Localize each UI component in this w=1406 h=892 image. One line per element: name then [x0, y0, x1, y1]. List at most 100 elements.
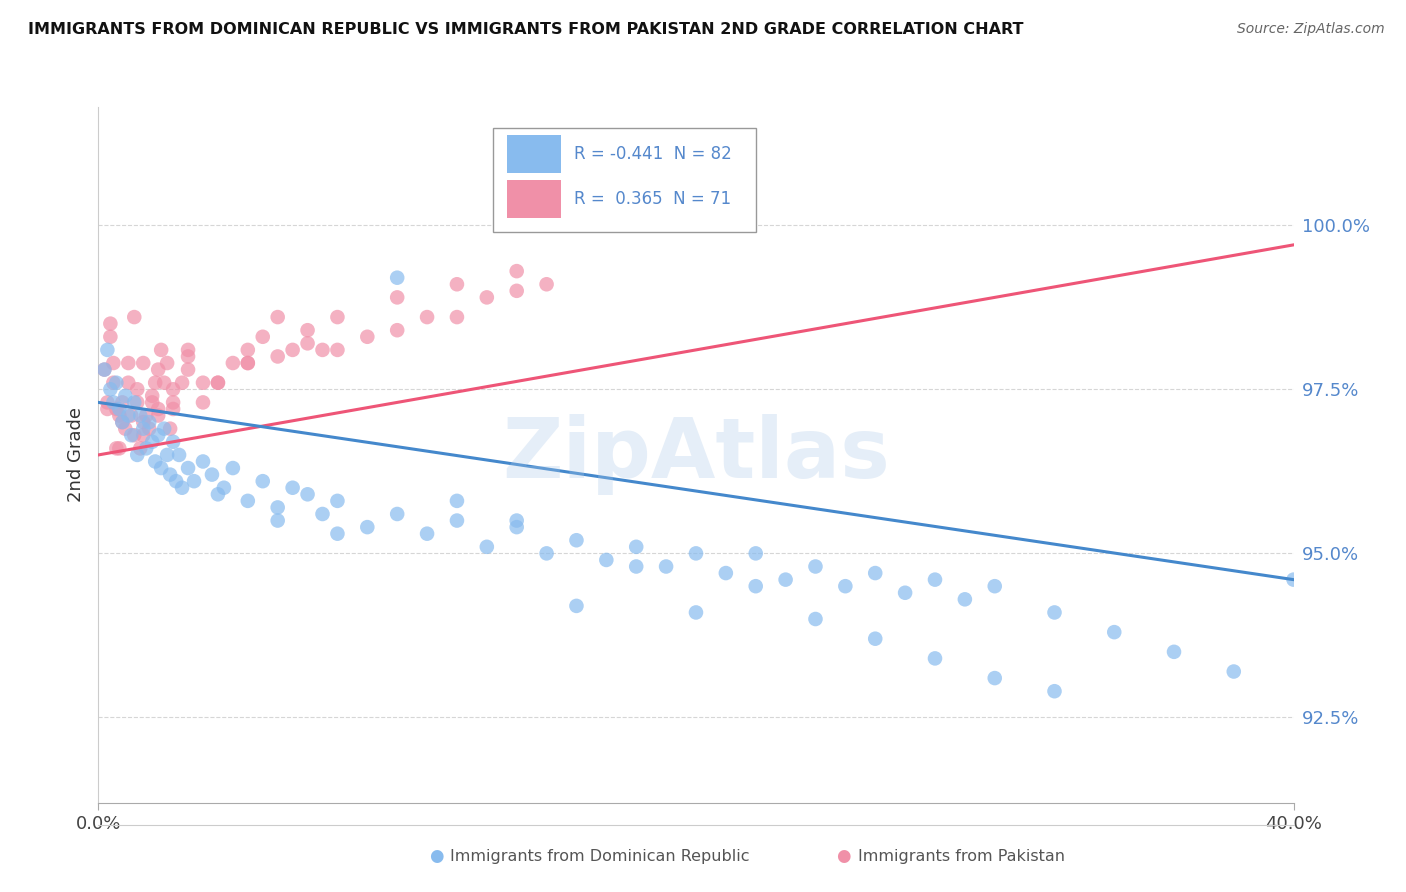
Point [165, 474, 187, 488]
Point [124, 395, 146, 409]
Point [212, 481, 235, 495]
Point [222, 461, 245, 475]
Point [111, 395, 134, 409]
Point [297, 336, 319, 351]
Point [267, 350, 290, 364]
Point [162, 434, 184, 449]
Point [162, 382, 184, 396]
Point [267, 514, 290, 528]
Point [685, 606, 707, 620]
Point [148, 428, 170, 442]
Point [236, 343, 259, 357]
Point [385, 290, 409, 304]
Point [236, 356, 259, 370]
Point [1222, 665, 1246, 679]
Point [159, 422, 181, 436]
Point [894, 586, 917, 600]
Point [356, 520, 378, 534]
Point [124, 310, 146, 324]
Point [385, 323, 409, 337]
Point [236, 494, 259, 508]
Point [416, 310, 439, 324]
Point [156, 448, 179, 462]
Point [745, 579, 768, 593]
Point [506, 520, 529, 534]
Point [105, 401, 128, 416]
Point [114, 422, 136, 436]
FancyBboxPatch shape [508, 180, 561, 218]
Point [117, 376, 139, 390]
Point [108, 442, 131, 456]
Y-axis label: 2nd Grade: 2nd Grade [66, 408, 84, 502]
Point [141, 395, 163, 409]
Point [326, 494, 349, 508]
Point [172, 481, 194, 495]
Point [536, 546, 558, 560]
Point [953, 592, 976, 607]
Point [297, 487, 319, 501]
Point [207, 487, 229, 501]
Point [148, 409, 170, 423]
FancyBboxPatch shape [508, 136, 561, 173]
Point [143, 376, 166, 390]
Point [135, 442, 157, 456]
Point [138, 415, 160, 429]
Point [1163, 645, 1185, 659]
Point [162, 395, 184, 409]
Point [983, 579, 1005, 593]
Point [96, 401, 118, 416]
Point [98, 330, 122, 344]
Point [138, 422, 160, 436]
Point [416, 526, 439, 541]
Point [162, 401, 184, 416]
Point [356, 330, 378, 344]
Point [924, 573, 946, 587]
Point [252, 330, 274, 344]
Point [326, 343, 349, 357]
Point [1043, 684, 1066, 698]
Point [207, 376, 229, 390]
Point [96, 395, 118, 409]
Point [129, 442, 152, 456]
Point [172, 376, 194, 390]
Point [863, 632, 886, 646]
Point [177, 362, 200, 376]
Point [475, 290, 498, 304]
Point [183, 474, 205, 488]
Point [120, 428, 142, 442]
Point [201, 467, 224, 482]
Point [108, 409, 131, 423]
Point [595, 553, 617, 567]
Point [714, 566, 737, 580]
Point [132, 415, 155, 429]
Point [177, 343, 200, 357]
Point [98, 382, 122, 396]
Point [281, 343, 304, 357]
Point [141, 434, 163, 449]
Point [536, 277, 558, 292]
Point [117, 409, 139, 423]
Text: R = -0.441  N = 82: R = -0.441 N = 82 [574, 145, 731, 163]
Point [96, 343, 118, 357]
Point [311, 507, 333, 521]
Point [148, 362, 170, 376]
Point [775, 573, 797, 587]
Point [983, 671, 1005, 685]
Point [124, 428, 146, 442]
Point [117, 356, 139, 370]
Point [326, 526, 349, 541]
Point [103, 395, 125, 409]
Point [446, 494, 468, 508]
Point [446, 310, 468, 324]
Point [156, 356, 179, 370]
Point [150, 343, 173, 357]
Point [236, 356, 259, 370]
Point [446, 514, 468, 528]
Point [297, 323, 319, 337]
Point [863, 566, 886, 580]
Point [385, 507, 409, 521]
Point [655, 559, 678, 574]
Point [745, 546, 768, 560]
Point [267, 310, 290, 324]
Point [222, 356, 245, 370]
